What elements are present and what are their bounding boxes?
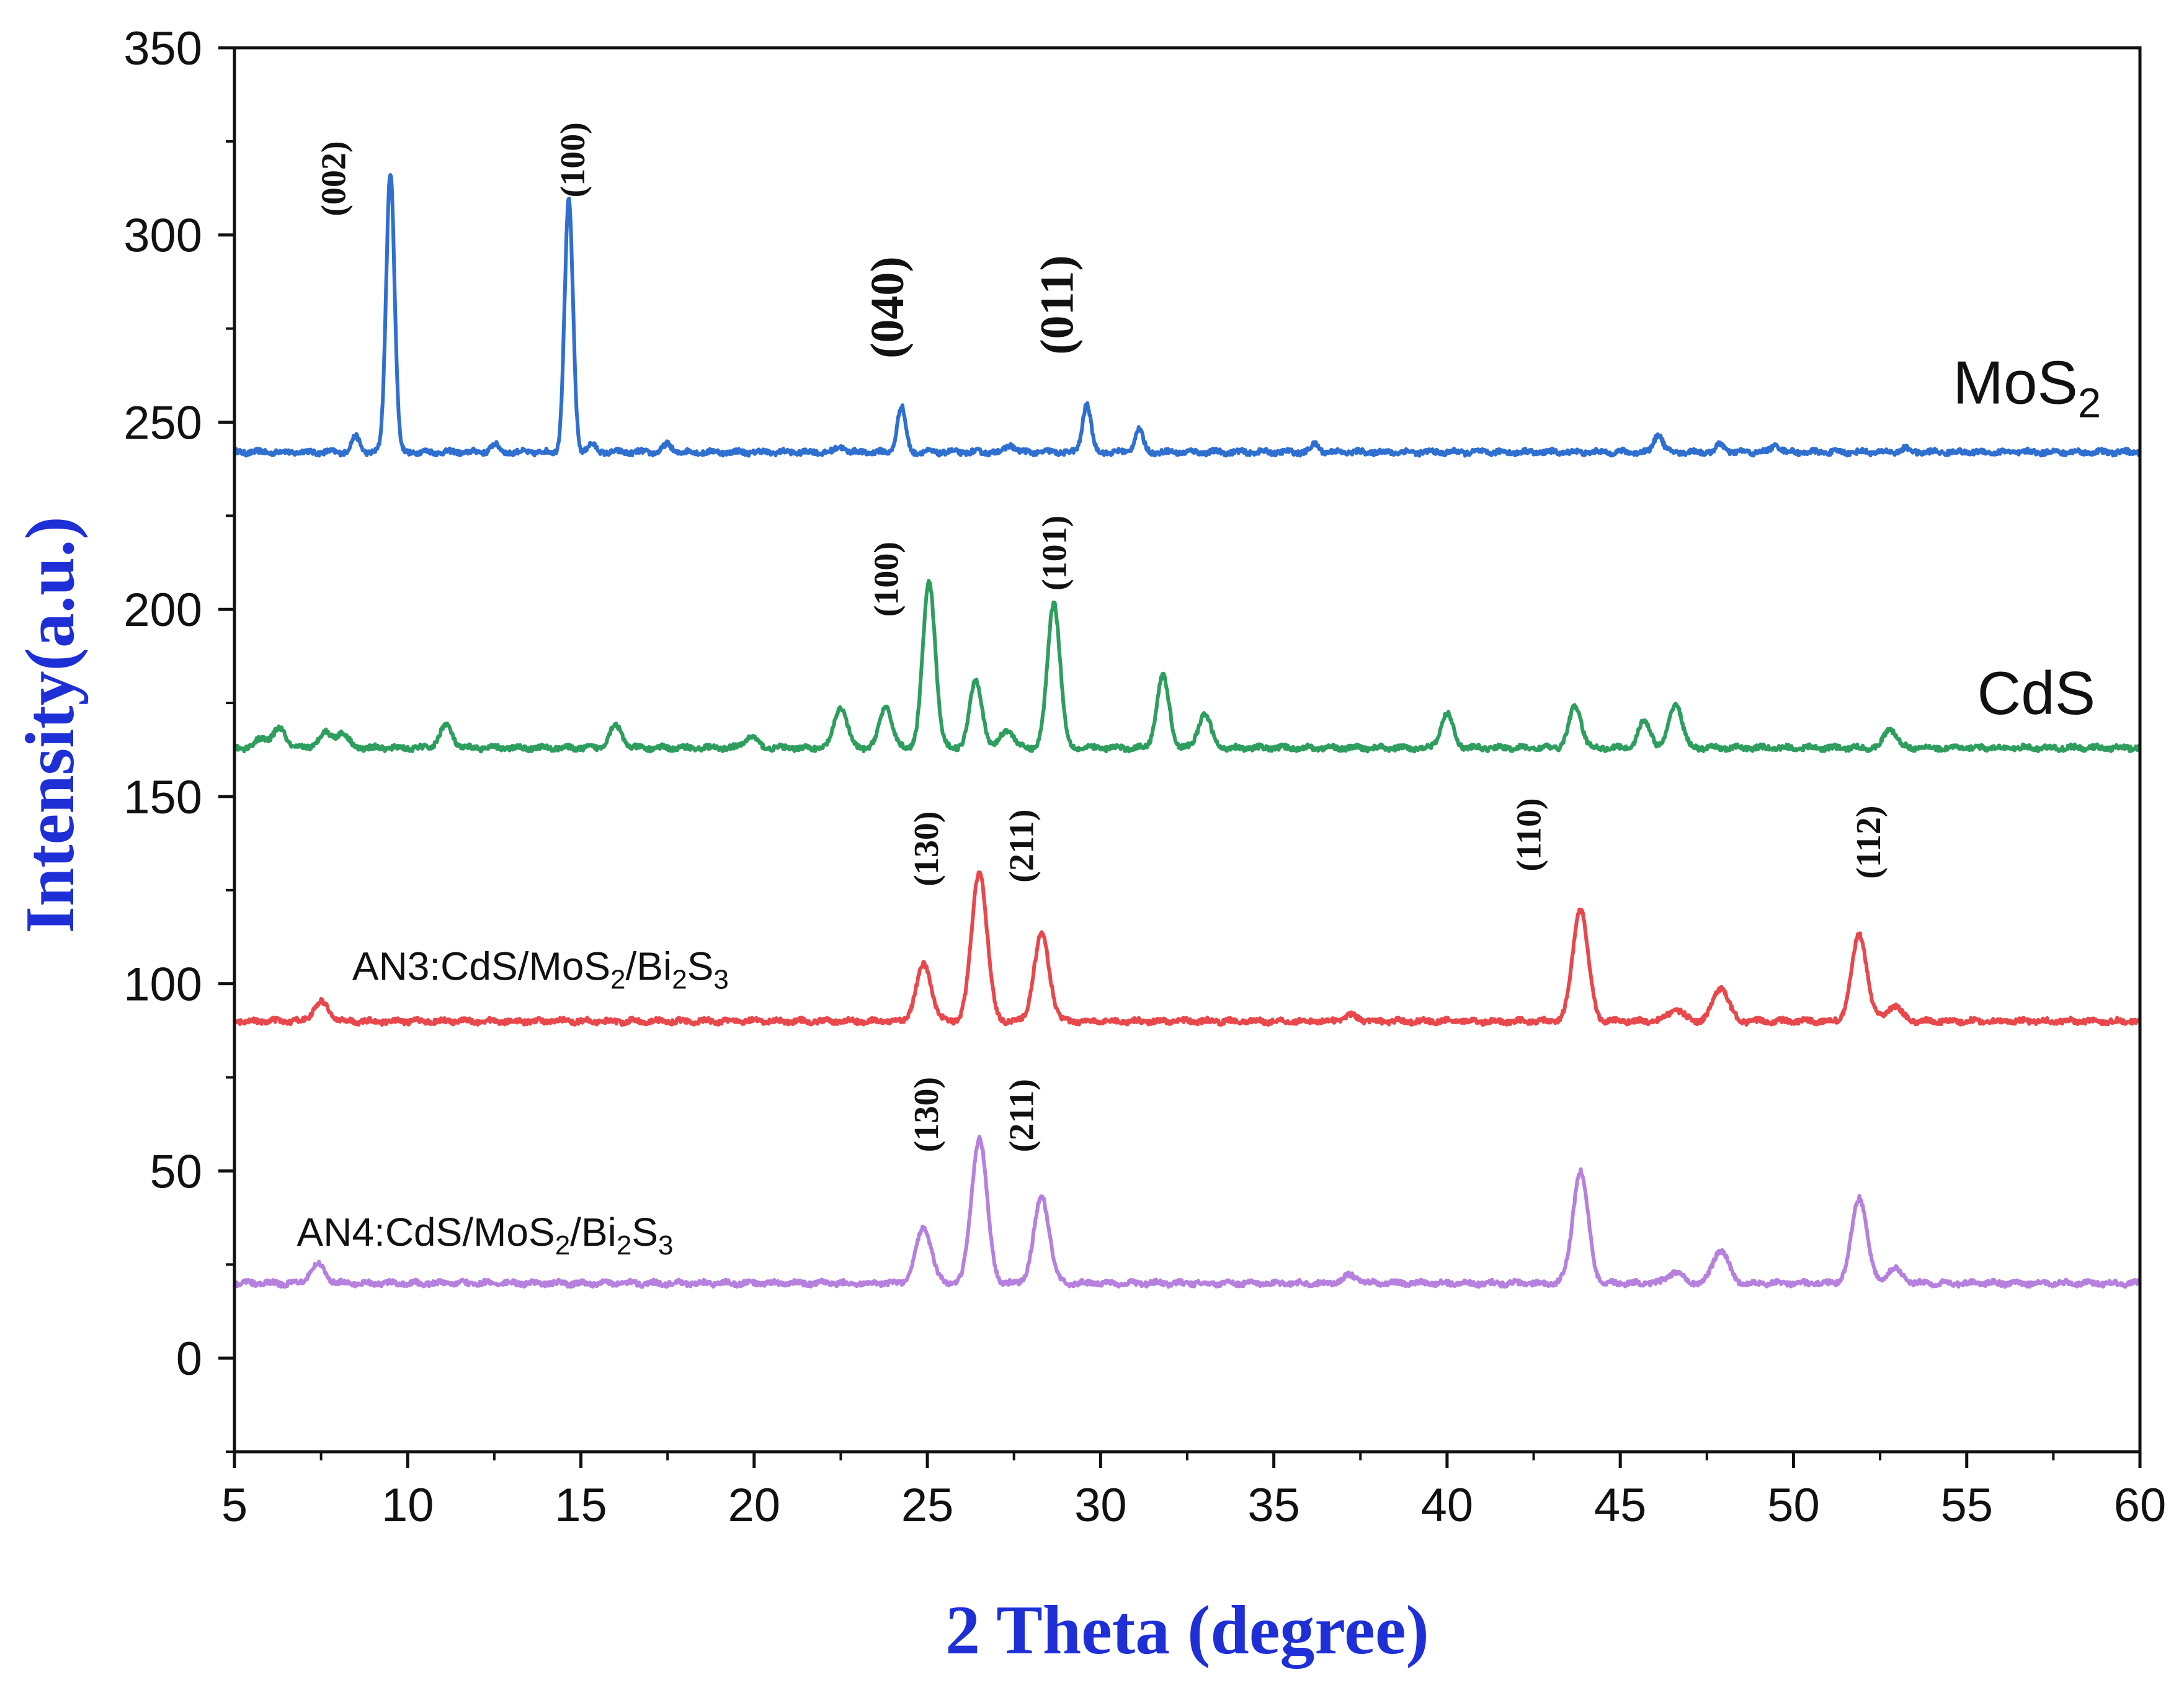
x-axis: 5 10 15 20 25 30 35 40 45 50 55 60 xyxy=(221,1452,2166,1532)
peak-annotation: (011) xyxy=(1032,255,1084,354)
peak-annotation: (211) xyxy=(1002,809,1041,882)
y-tick-label: 300 xyxy=(123,210,202,262)
y-axis: 0 50 100 150 200 250 300 350 xyxy=(123,22,234,1453)
peak-annotations: (002) (100) (040) (011) (100) (101) (130) (211)… xyxy=(315,122,1888,1152)
series-label-part: 2 xyxy=(610,965,625,995)
series-label-part: /Bi xyxy=(570,1210,617,1254)
series-line xyxy=(233,1134,2142,1289)
series-label: MoS2 xyxy=(1953,348,2101,426)
x-tick-label: 20 xyxy=(728,1479,781,1532)
y-tick-label: 200 xyxy=(123,584,202,637)
x-tick-label: 35 xyxy=(1247,1479,1300,1532)
y-tick-label: 250 xyxy=(123,396,202,449)
y-tick-label: 150 xyxy=(123,771,202,824)
series-label: AN4:CdS/MoS2/Bi2S3 xyxy=(297,1210,674,1261)
x-axis-title: 2 Theta (degree) xyxy=(945,1592,1429,1669)
series-line xyxy=(233,870,2142,1027)
series-label-part: 2 xyxy=(2078,380,2101,426)
x-tick-label: 40 xyxy=(1421,1479,1474,1532)
peak-annotation: (110) xyxy=(1510,798,1549,871)
peak-annotation: (130) xyxy=(907,1077,946,1152)
series-label-part: MoS xyxy=(1953,348,2078,416)
series-label-part: 3 xyxy=(658,1230,673,1261)
peak-annotation: (101) xyxy=(1036,516,1074,591)
y-axis-title: Intensity(a.u.) xyxy=(12,516,89,933)
x-tick-label: 55 xyxy=(1940,1479,1993,1532)
series-label-part: /Bi xyxy=(626,944,672,989)
series-labels: MoS2CdSAN3:CdS/MoS2/Bi2S3AN4:CdS/MoS2/Bi… xyxy=(297,348,2102,1261)
series-line xyxy=(233,173,2142,458)
y-tick-label: 350 xyxy=(123,22,202,75)
peak-annotation: (112) xyxy=(1850,805,1888,878)
x-tick-label: 25 xyxy=(901,1479,954,1532)
series-label-part: 2 xyxy=(555,1230,570,1261)
series-label-part: 2 xyxy=(617,1230,631,1261)
series-label-part: 2 xyxy=(672,965,687,995)
peak-annotation: (130) xyxy=(907,811,946,887)
series-label-part: CdS xyxy=(1977,659,2095,727)
series-line xyxy=(233,579,2142,754)
series-label: AN3:CdS/MoS2/Bi2S3 xyxy=(352,944,729,995)
peak-annotation: (100) xyxy=(554,122,592,197)
x-tick-label: 45 xyxy=(1594,1479,1647,1532)
x-tick-label: 60 xyxy=(2114,1479,2167,1532)
peak-annotation: (040) xyxy=(862,256,914,359)
peak-annotation: (002) xyxy=(315,141,354,216)
series-label-part: AN4:CdS/MoS xyxy=(297,1210,555,1254)
y-tick-label: 0 xyxy=(176,1333,202,1385)
series-label-part: S xyxy=(631,1210,658,1254)
x-tick-label: 30 xyxy=(1074,1479,1127,1532)
series-label-part: AN3:CdS/MoS xyxy=(352,944,610,989)
y-tick-label: 50 xyxy=(149,1145,202,1198)
peak-annotation: (211) xyxy=(1002,1079,1041,1152)
x-tick-label: 15 xyxy=(555,1479,607,1532)
series-label-part: S xyxy=(687,944,714,989)
y-tick-label: 100 xyxy=(123,959,202,1011)
x-tick-label: 5 xyxy=(221,1479,247,1532)
x-tick-label: 50 xyxy=(1767,1479,1820,1532)
series-label: CdS xyxy=(1977,659,2095,727)
peak-annotation: (100) xyxy=(868,542,906,617)
series-label-part: 3 xyxy=(713,965,728,995)
series-layer xyxy=(233,173,2142,1289)
x-tick-label: 10 xyxy=(381,1479,434,1532)
